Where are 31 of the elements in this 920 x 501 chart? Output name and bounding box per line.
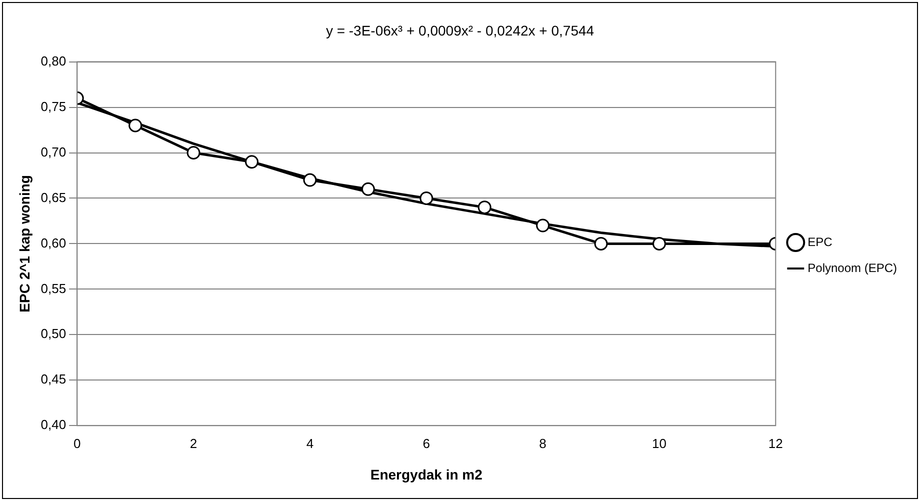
point [420, 191, 434, 205]
x-tick-label: 0 [73, 436, 81, 451]
legend-label: Polynoom (EPC) [808, 260, 898, 275]
x-tick-label: 4 [306, 436, 314, 451]
y-tick-label: 0,45 [40, 372, 66, 387]
y-tick-label: 0,70 [40, 144, 66, 160]
y-tick-label: 0,60 [40, 235, 66, 250]
point [303, 173, 317, 187]
point [594, 236, 608, 250]
y-tick-label: 0,40 [40, 417, 66, 432]
x-tick-label: 8 [539, 436, 546, 451]
legend-label: EPC [808, 234, 833, 249]
point [244, 155, 258, 169]
y-tick-label: 0,80 [40, 53, 66, 68]
x-tick-label: 6 [422, 436, 430, 451]
point [186, 146, 200, 160]
x-axis-title: Energydak in m2 [370, 466, 483, 482]
point [128, 118, 142, 132]
x-tick-label: 2 [190, 436, 198, 451]
x-tick-label: 10 [652, 436, 666, 451]
y-tick-label: 0,55 [40, 280, 66, 296]
point [652, 236, 666, 250]
y-axis-title: EPC 2^1 kap woning [16, 175, 32, 312]
point [361, 182, 375, 196]
y-tick-label: 0,65 [40, 190, 66, 205]
x-tick-label: 12 [768, 436, 783, 451]
y-tick-label: 0,75 [40, 98, 66, 114]
chart-title: y = -3E-06x³ + 0,0009x² - 0,0242x + 0,7544 [326, 22, 594, 38]
point [478, 200, 492, 214]
y-tick-label: 0,50 [40, 326, 66, 342]
point [536, 218, 550, 232]
